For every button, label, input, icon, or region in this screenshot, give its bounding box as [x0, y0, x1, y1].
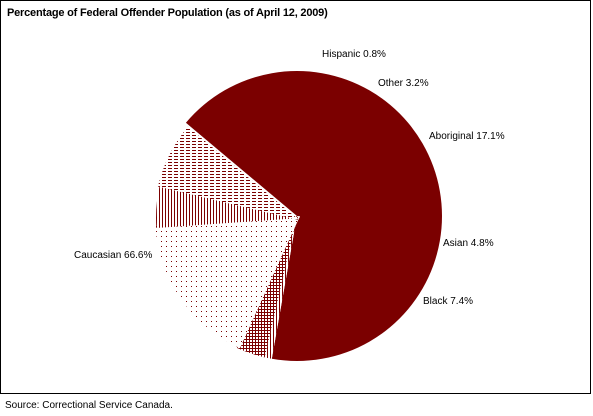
pie-chart: Caucasian 66.6% Hispanic 0.8% Other 3.2% Ab… [74, 49, 505, 362]
pie-slice-black [157, 126, 299, 220]
chart-title: Percentage of Federal Offender Populatio… [7, 7, 328, 19]
pie-slice-hispanic [264, 216, 297, 359]
slice-label-black: Black 7.4% [423, 296, 473, 307]
slice-label-aboriginal: Aboriginal 17.1% [429, 131, 505, 142]
slice-label-caucasian: Caucasian 66.6% [74, 250, 152, 261]
source-note: Source: Correctional Service Canada. [5, 400, 173, 411]
slice-label-hispanic: Hispanic 0.8% [322, 49, 386, 60]
slice-label-asian: Asian 4.8% [443, 238, 494, 249]
pie-slice-caucasian [185, 71, 442, 362]
pie-slice-aboriginal [155, 216, 300, 349]
pie-slice-asian [156, 184, 301, 229]
slice-label-other: Other 3.2% [378, 78, 429, 89]
